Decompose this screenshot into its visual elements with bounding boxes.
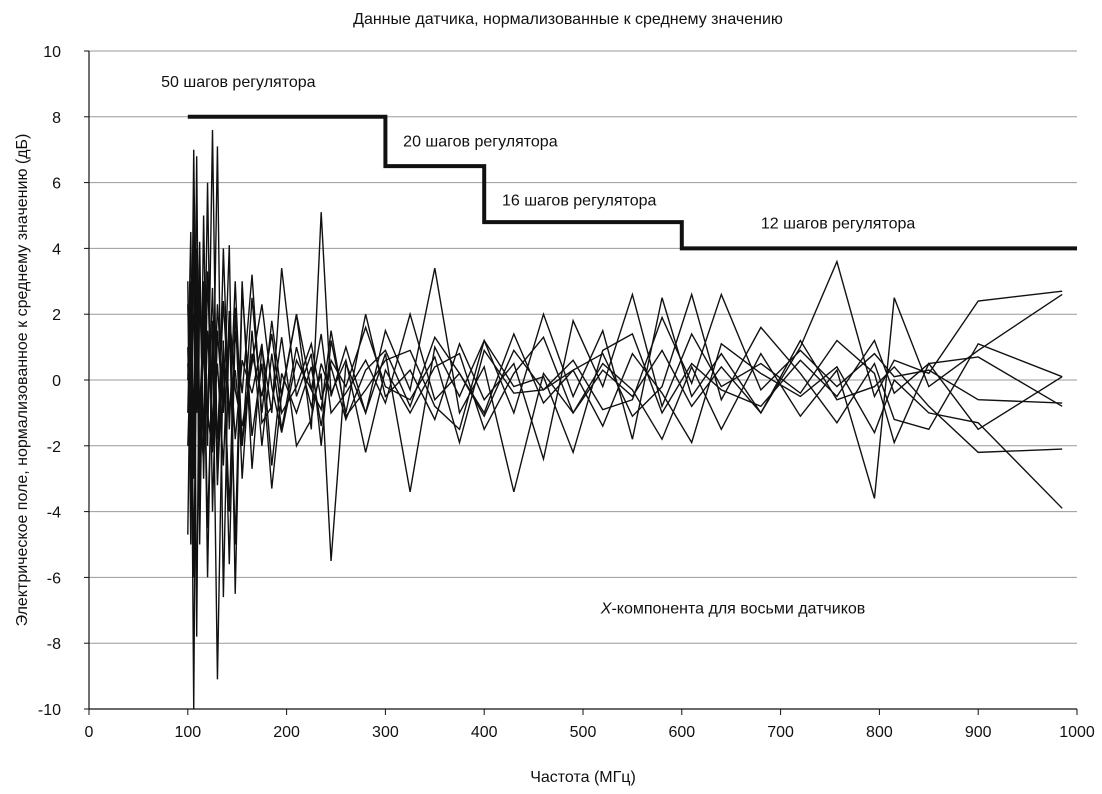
x-tick-label: 1000 [1059,724,1095,741]
y-tick-label: -6 [47,570,61,587]
y-tick-label: 8 [52,110,61,127]
x-tick-label: 200 [273,724,300,741]
chart-title: Данные датчика, нормализованные к средне… [353,11,783,28]
x-tick-label: 800 [866,724,893,741]
annotations: 50 шагов регулятора 20 шагов регулятора 16… [161,74,915,232]
annotation-regulator-steps: 12 шагов регулятора [761,216,916,233]
x-tick-label: 700 [767,724,794,741]
series-line-sensor-1 [187,129,1063,512]
annotation-x-text: -компонента для восьми датчиков [611,601,865,618]
series-line-sensor-8 [187,248,1063,466]
series-line-sensor-4 [187,182,1063,637]
x-tick-label: 300 [372,724,399,741]
annotation-x-italic: X [600,601,613,618]
annotation-regulator-steps: 50 шагов регулятора [161,74,316,91]
y-tick-label: 6 [52,176,61,193]
annotation-regulator-steps: 16 шагов регулятора [502,193,657,210]
y-tick-label: 2 [52,307,61,324]
step-line-group [187,114,1077,251]
y-tick-label: -2 [47,439,61,456]
x-axis-label: Частота (МГц) [530,769,636,786]
axes [84,50,1078,715]
x-tick-label: 0 [85,724,94,741]
step-line-regulator [187,114,1077,251]
series-line-sensor-3 [187,146,1063,598]
y-tick-label: 10 [43,44,61,61]
series-line-sensor-7 [187,248,1063,545]
y-tick-label: 4 [52,241,61,258]
x-tick-label: 400 [471,724,498,741]
series-line-sensor-5 [187,274,1063,578]
y-axis-label: Электрическое поле, нормализованное к ср… [14,134,31,627]
y-tick-label: 0 [52,373,61,390]
y-tick-label: -8 [47,636,61,653]
x-tick-label: 500 [570,724,597,741]
x-tick-label: 100 [174,724,201,741]
x-tick-label: 600 [668,724,695,741]
series-group [187,129,1063,710]
x-tick-label: 900 [965,724,992,741]
y-tick-label: -4 [47,505,61,522]
y-tick-label: -10 [38,702,61,719]
annotation-x-component: X-компонента для восьми датчиков [600,601,865,618]
annotation-regulator-steps: 20 шагов регулятора [403,133,558,150]
